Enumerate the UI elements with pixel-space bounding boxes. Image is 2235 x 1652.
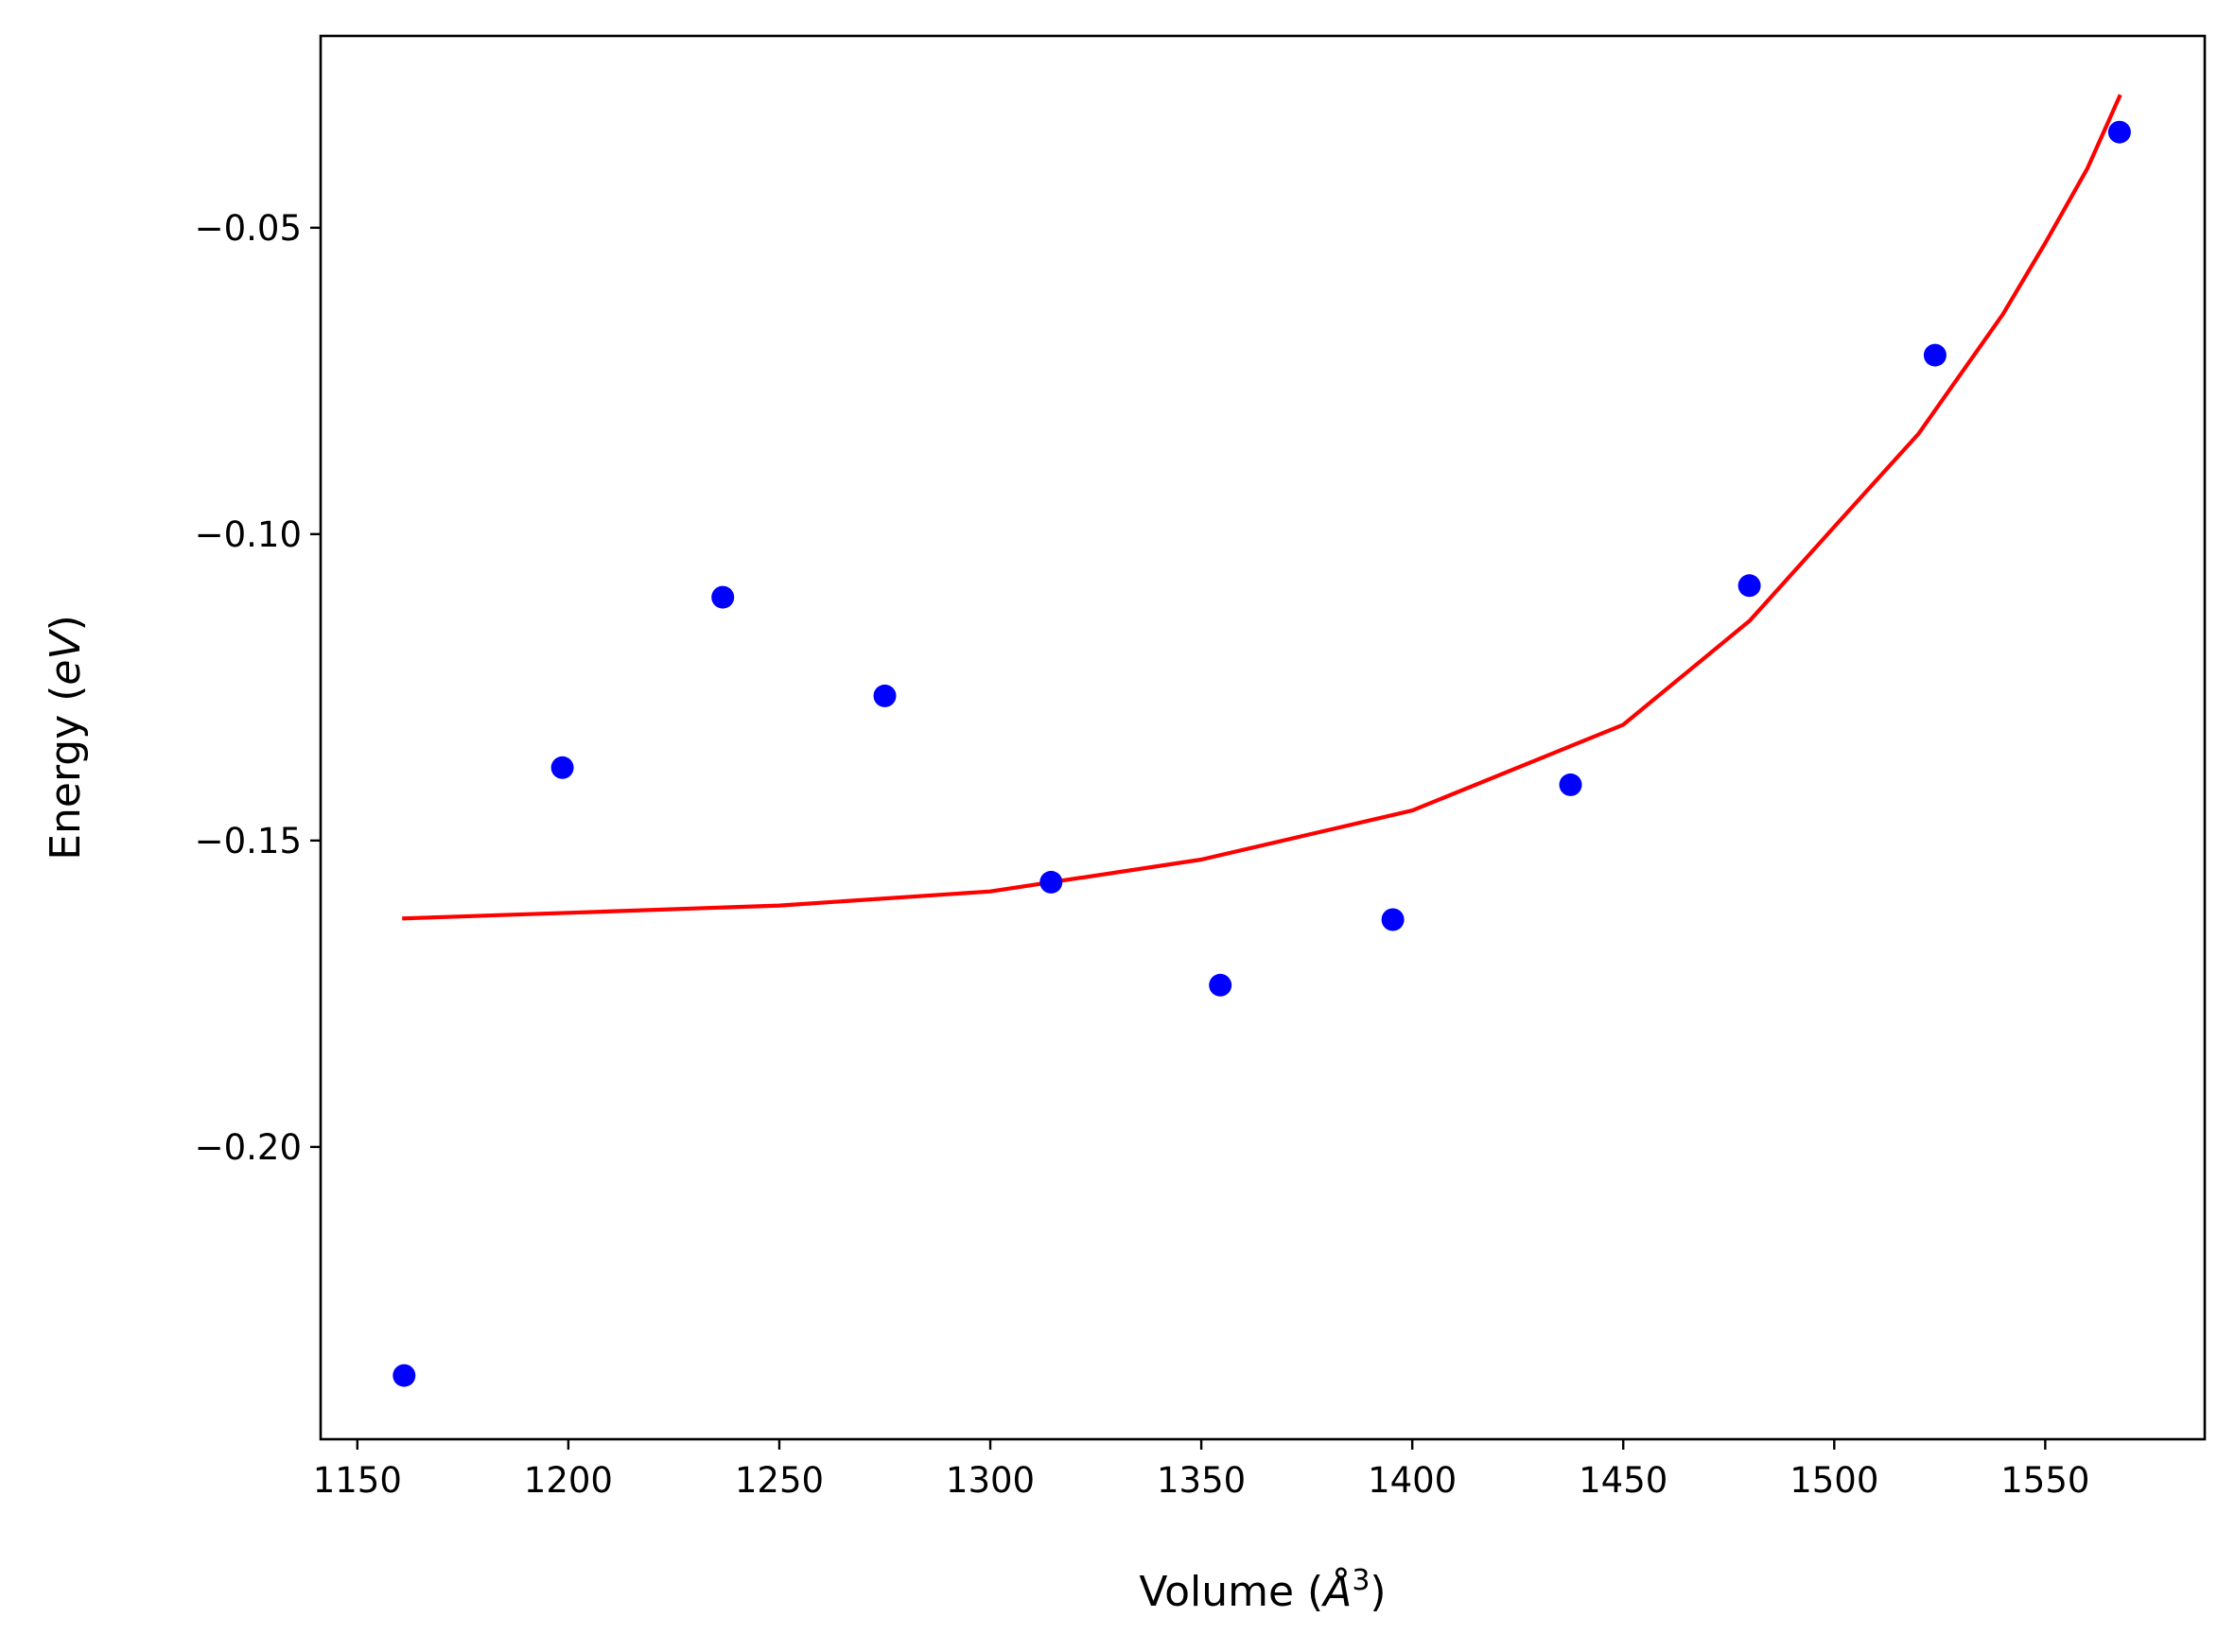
data-point-1 [393, 1364, 416, 1387]
data-point-8 [1559, 773, 1582, 796]
y-axis-label-unit: eV [42, 629, 90, 686]
data-point-3 [711, 585, 735, 609]
data-point-4 [873, 684, 897, 707]
x-tick-label-1450: 1450 [1579, 1460, 1668, 1501]
x-tick-label-1400: 1400 [1368, 1460, 1457, 1501]
fit-curve-line [402, 94, 2122, 921]
y-tick-label-2: −0.10 [195, 514, 302, 555]
y-tick-label-1: −0.05 [195, 208, 302, 249]
y-axis-label: Energy (eV) [42, 615, 90, 861]
y-axis-ticks: −0.05 −0.10 −0.15 −0.20 [195, 208, 321, 1168]
x-axis-ticks: 1150 1200 1250 1300 1350 1400 1450 1500 1550 [313, 1439, 2089, 1501]
x-axis-label: Volume (Å3) [1139, 1564, 1386, 1617]
data-point-7 [1381, 908, 1405, 931]
data-point-2 [550, 756, 574, 779]
x-tick-label-1300: 1300 [946, 1460, 1035, 1501]
x-axis-label-superscript: 3 [1352, 1564, 1370, 1597]
y-axis-label-main: Energy ( [42, 686, 90, 861]
x-tick-label-1150: 1150 [313, 1460, 402, 1501]
x-tick-label-1250: 1250 [735, 1460, 824, 1501]
data-point-11 [2107, 120, 2131, 144]
y-tick-label-4: −0.20 [195, 1127, 302, 1168]
plot-frame [319, 34, 2207, 1441]
plot-marks [393, 94, 2131, 1387]
data-point-10 [1923, 343, 1947, 367]
y-tick-label-3: −0.15 [195, 821, 302, 861]
x-tick-label-1500: 1500 [1790, 1460, 1878, 1501]
x-tick-label-1200: 1200 [524, 1460, 613, 1501]
x-axis-label-unit: Å [1320, 1566, 1352, 1616]
data-point-9 [1737, 574, 1761, 598]
x-axis-label-close: ) [1370, 1568, 1386, 1616]
y-axis-label-close: ) [42, 615, 90, 631]
x-tick-label-1550: 1550 [2000, 1460, 2089, 1501]
x-tick-label-1350: 1350 [1157, 1460, 1246, 1501]
data-point-5 [1039, 870, 1063, 894]
x-axis-label-main: Volume ( [1139, 1568, 1323, 1616]
data-point-6 [1209, 973, 1232, 997]
